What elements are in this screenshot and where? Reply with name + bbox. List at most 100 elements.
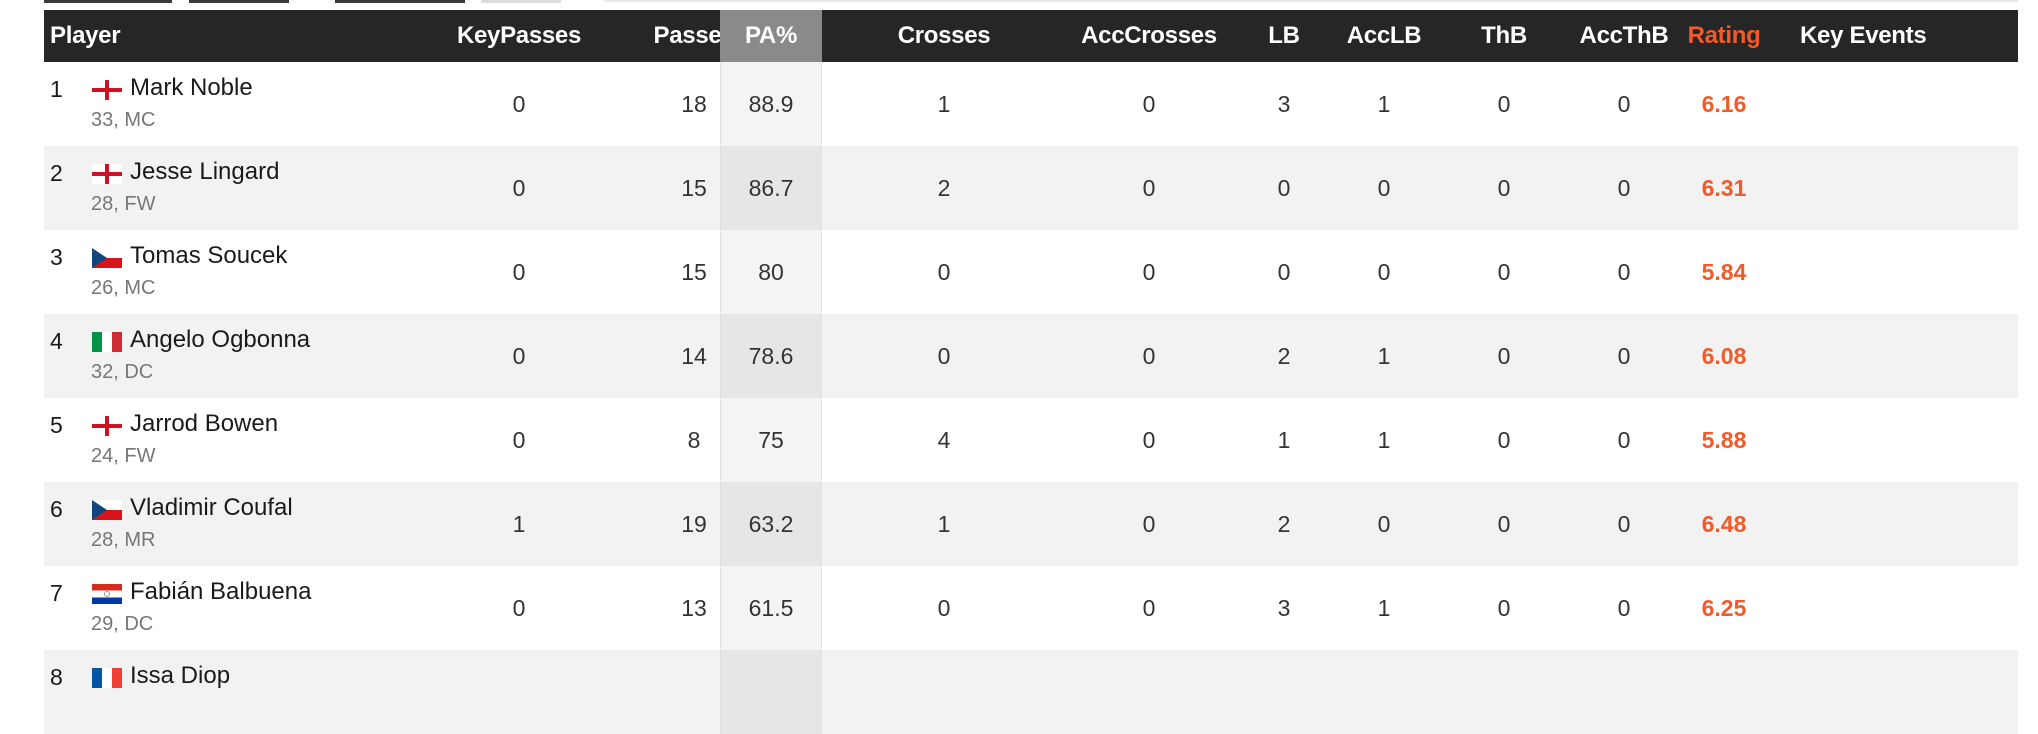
table-row[interactable]: 7 Fabián Balbuena 29, DC 0 13 61.5 0 0 3 1 0 0 6.25 — [44, 566, 2018, 650]
stat-acc-thb: 0 — [1617, 175, 1631, 201]
stat-lb: 0 — [1277, 259, 1291, 285]
player-name-link[interactable]: Tomas Soucek — [130, 242, 288, 269]
header-key-passes[interactable]: KeyPasses — [456, 22, 582, 49]
stat-thb: 0 — [1497, 175, 1511, 201]
header-acc-thb[interactable]: AccThB — [1579, 22, 1669, 49]
stat-lb: 3 — [1277, 595, 1291, 621]
stat-lb: 1 — [1277, 427, 1291, 453]
stat-key-passes — [414, 650, 624, 734]
table-row[interactable]: 4 Angelo Ogbonna 32, DC 0 14 78.6 0 0 2 1 0 0 6.08 — [44, 314, 2018, 398]
header-pa-percent[interactable]: PA% — [720, 10, 822, 62]
stat-acc-lb: 1 — [1377, 343, 1391, 369]
player-age-position: 33, MC — [91, 109, 156, 131]
stat-passes: 13 — [681, 595, 707, 621]
stat-acc-lb: 1 — [1377, 427, 1391, 453]
stat-acc-crosses: 0 — [1142, 259, 1156, 285]
stat-rating: 6.31 — [1654, 146, 1794, 230]
stat-pa: 86.7 — [748, 175, 794, 201]
table-row[interactable]: 6 Vladimir Coufal 28, MR 1 19 63.2 1 0 2 0 0 0 6.48 — [44, 482, 2018, 566]
stat-key-passes: 0 — [512, 595, 526, 621]
stat-rating: 6.25 — [1654, 566, 1794, 650]
player-name-link[interactable]: Jesse Lingard — [130, 158, 280, 185]
stat-acc-thb: 0 — [1617, 343, 1631, 369]
player-name-link[interactable]: Fabián Balbuena — [130, 578, 312, 605]
player-name-link[interactable]: Mark Noble — [130, 74, 253, 101]
tab-1[interactable] — [44, 0, 172, 3]
rating-value: 6.25 — [1701, 595, 1747, 621]
player-rank: 6 — [50, 496, 63, 522]
header-player[interactable]: Player — [50, 22, 121, 49]
stat-acc-crosses: 0 — [1142, 511, 1156, 537]
stat-thb: 0 — [1497, 343, 1511, 369]
stat-pa: 80 — [758, 259, 784, 285]
stat-crosses — [854, 650, 1034, 734]
header-rating[interactable]: Rating — [1687, 22, 1761, 49]
header-acc-lb[interactable]: AccLB — [1346, 22, 1422, 49]
england-flag-icon — [92, 416, 122, 436]
table-header: Player KeyPasses Passes PA% Crosses AccC… — [44, 10, 2018, 62]
tab-4[interactable] — [481, 0, 561, 3]
stat-key-passes: 1 — [512, 511, 526, 537]
table-row[interactable]: 5 Jarrod Bowen 24, FW 0 8 75 4 0 1 1 0 0 5.88 — [44, 398, 2018, 482]
stat-thb: 0 — [1497, 511, 1511, 537]
player-name-link[interactable]: Issa Diop — [130, 662, 231, 689]
player-age-position: 28, FW — [91, 193, 156, 215]
stat-acc-thb: 0 — [1617, 511, 1631, 537]
tab-2[interactable] — [189, 0, 289, 3]
header-lb[interactable]: LB — [1268, 22, 1300, 49]
pa-column-highlight — [720, 230, 822, 314]
header-crosses[interactable]: Crosses — [897, 22, 991, 49]
top-divider — [604, 0, 2018, 2]
stat-passes: 19 — [681, 511, 707, 537]
rating-value: 6.31 — [1701, 175, 1747, 201]
header-key-events[interactable]: Key Events — [1800, 22, 1927, 49]
stat-acc-thb: 0 — [1617, 427, 1631, 453]
stat-passes: 14 — [681, 343, 707, 369]
stat-acc-lb: 0 — [1377, 259, 1391, 285]
rating-value: 5.88 — [1701, 427, 1747, 453]
stat-crosses: 1 — [937, 91, 951, 117]
stat-key-passes: 0 — [512, 175, 526, 201]
stat-pa: 61.5 — [748, 595, 794, 621]
france-flag-icon — [92, 668, 122, 688]
stat-thb: 0 — [1497, 259, 1511, 285]
table-row[interactable]: 3 Tomas Soucek 26, MC 0 15 80 0 0 0 0 0 0 5.84 — [44, 230, 2018, 314]
player-age-position: 32, DC — [91, 361, 154, 383]
stat-crosses: 1 — [937, 511, 951, 537]
player-age-position: 26, MC — [91, 277, 156, 299]
stat-rating: 6.48 — [1654, 482, 1794, 566]
stat-acc-lb: 1 — [1377, 91, 1391, 117]
header-acc-crosses[interactable]: AccCrosses — [1081, 22, 1217, 49]
stat-acc-crosses: 0 — [1142, 91, 1156, 117]
stat-crosses: 4 — [937, 427, 951, 453]
player-rank: 4 — [50, 328, 63, 354]
player-name-link[interactable]: Angelo Ogbonna — [130, 326, 311, 353]
stat-rating — [1654, 650, 1794, 734]
pa-column-highlight — [720, 314, 822, 398]
player-name-link[interactable]: Vladimir Coufal — [130, 494, 293, 521]
table-row[interactable]: 2 Jesse Lingard 28, FW 0 15 86.7 2 0 0 0 0 0 6.31 — [44, 146, 2018, 230]
stat-acc-thb: 0 — [1617, 91, 1631, 117]
stat-rating: 5.84 — [1654, 230, 1794, 314]
tab-3[interactable] — [335, 0, 465, 3]
stat-crosses: 0 — [937, 595, 951, 621]
top-tab-strip — [44, 0, 604, 3]
player-rank: 8 — [50, 664, 63, 690]
player-name-link[interactable]: Jarrod Bowen — [130, 410, 279, 437]
stat-acc-crosses: 0 — [1142, 343, 1156, 369]
table-row[interactable]: 1 Mark Noble 33, MC 0 18 88.9 1 0 3 1 0 0 6.16 — [44, 62, 2018, 146]
stat-rating: 6.08 — [1654, 314, 1794, 398]
stat-passes: 15 — [681, 259, 707, 285]
stat-passes: 15 — [681, 175, 707, 201]
stat-lb: 3 — [1277, 91, 1291, 117]
stat-lb: 2 — [1277, 343, 1291, 369]
stat-key-passes: 0 — [512, 343, 526, 369]
header-thb[interactable]: ThB — [1481, 22, 1527, 49]
pa-column-highlight — [720, 146, 822, 230]
stat-acc-crosses — [1034, 650, 1264, 734]
stat-pa — [720, 650, 822, 734]
stat-thb: 0 — [1497, 91, 1511, 117]
player-rank: 5 — [50, 412, 63, 438]
czech-flag-icon — [92, 500, 122, 520]
table-row[interactable]: 8 Issa Diop — [44, 650, 2018, 734]
